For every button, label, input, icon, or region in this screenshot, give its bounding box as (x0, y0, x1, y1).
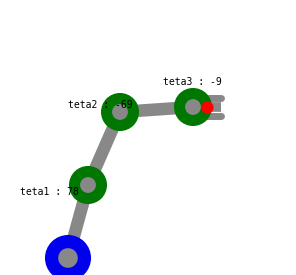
Point (66, 256, 70, 260)
Point (191, 105, 195, 109)
Text: teta2 : -69: teta2 : -69 (68, 100, 133, 110)
Point (118, 110, 122, 114)
Point (205, 105, 209, 109)
Text: teta3 : -9: teta3 : -9 (163, 77, 222, 87)
Point (66, 256, 70, 260)
Text: teta1 : 78: teta1 : 78 (20, 187, 79, 197)
Point (191, 105, 195, 109)
Point (86, 183, 90, 187)
Point (86, 183, 90, 187)
Point (118, 110, 122, 114)
